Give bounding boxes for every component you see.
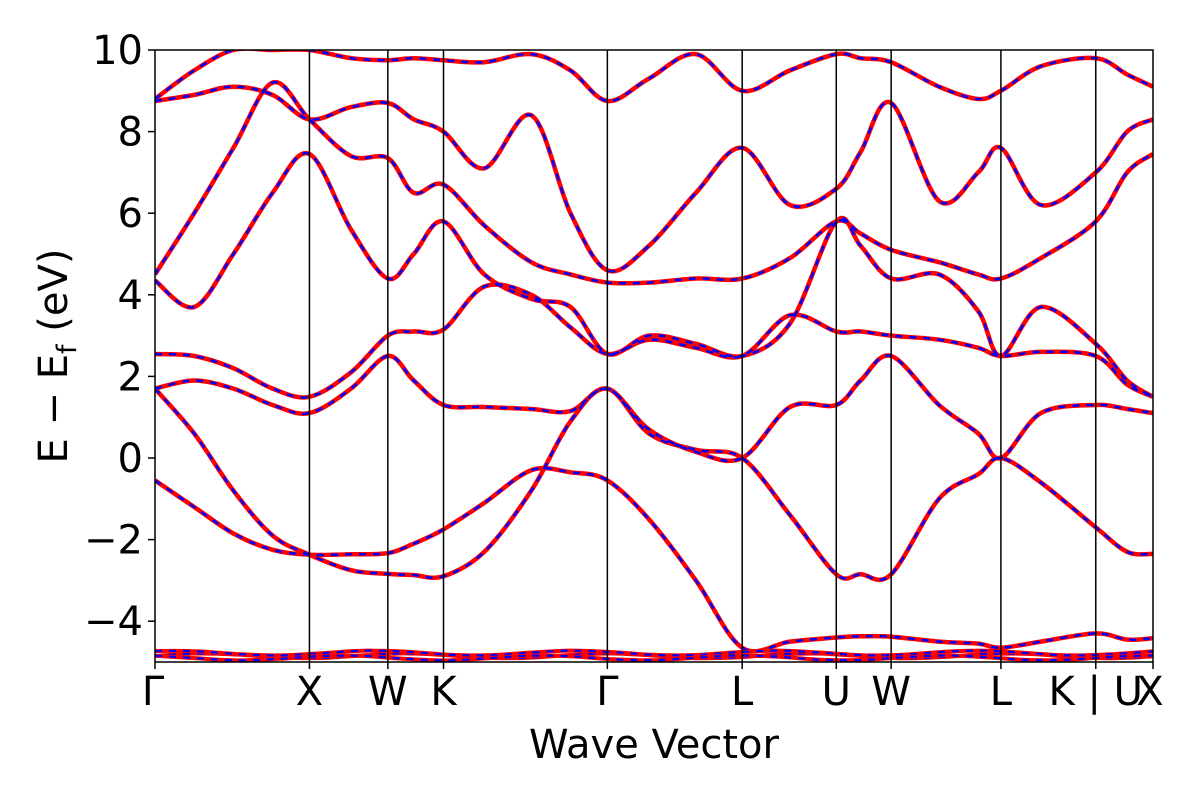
x-tick-label-2: X bbox=[296, 669, 323, 715]
x-axis-label: Wave Vector bbox=[529, 722, 780, 768]
x-tick-label-7: U bbox=[822, 669, 851, 715]
blue-band-line-4 bbox=[155, 283, 1153, 399]
blue-band-line-2 bbox=[155, 387, 1153, 582]
semicore-band-2-blue bbox=[155, 649, 1153, 657]
red-band-line-4 bbox=[155, 282, 1153, 400]
semicore-band-3-blue bbox=[155, 654, 1153, 662]
x-tick-label-4: K bbox=[430, 669, 458, 715]
x-tick-label-11: X bbox=[1136, 669, 1163, 715]
y-axis-label-main: E − E bbox=[31, 354, 77, 464]
y-axis-label: E − Ef (eV) bbox=[31, 249, 83, 464]
x-tick-label-5: Γ bbox=[596, 669, 619, 715]
y-axis-label-unit: (eV) bbox=[31, 249, 77, 345]
y-axis-label-sub: f bbox=[52, 343, 83, 354]
y-tick-label-3: 0 bbox=[118, 436, 143, 482]
semicore-band-1-blue bbox=[155, 652, 1153, 660]
blue-band-line-6 bbox=[155, 81, 1153, 285]
blue-band-line-3 bbox=[155, 354, 1153, 463]
blue-band-line-1 bbox=[155, 466, 1153, 653]
red-band-line-3 bbox=[155, 353, 1153, 464]
x-tick-label-3: W bbox=[368, 669, 408, 715]
high-symmetry-lines bbox=[308, 50, 1097, 662]
plot-frame bbox=[154, 49, 1154, 663]
y-tick-label-8: 10 bbox=[92, 28, 143, 74]
y-tick-label-7: 8 bbox=[118, 110, 143, 156]
x-tick-label-8: W bbox=[871, 669, 911, 715]
y-tick-label-2: −2 bbox=[84, 518, 143, 564]
plot-area bbox=[155, 50, 1153, 662]
y-tick-label-1: −4 bbox=[84, 599, 143, 645]
red-band-line-1 bbox=[155, 465, 1153, 654]
y-axis-ticks: −4 −2 0 2 4 6 8 10 bbox=[84, 28, 155, 645]
blue-band-line-5 bbox=[155, 151, 1153, 398]
x-tick-label-6: L bbox=[731, 669, 754, 715]
x-tick-label-9: L bbox=[990, 669, 1013, 715]
red-band-line-2 bbox=[155, 386, 1153, 583]
red-band-line-5 bbox=[155, 150, 1153, 399]
x-tick-label-10: K | U bbox=[1049, 669, 1143, 715]
x-tick-label-1: Γ bbox=[142, 669, 165, 715]
blue-band-line-8 bbox=[155, 50, 1153, 103]
y-tick-label-5: 4 bbox=[118, 273, 143, 319]
blue-band-line-7 bbox=[155, 85, 1153, 273]
y-tick-label-6: 6 bbox=[118, 191, 143, 237]
y-tick-label-4: 2 bbox=[118, 354, 143, 400]
